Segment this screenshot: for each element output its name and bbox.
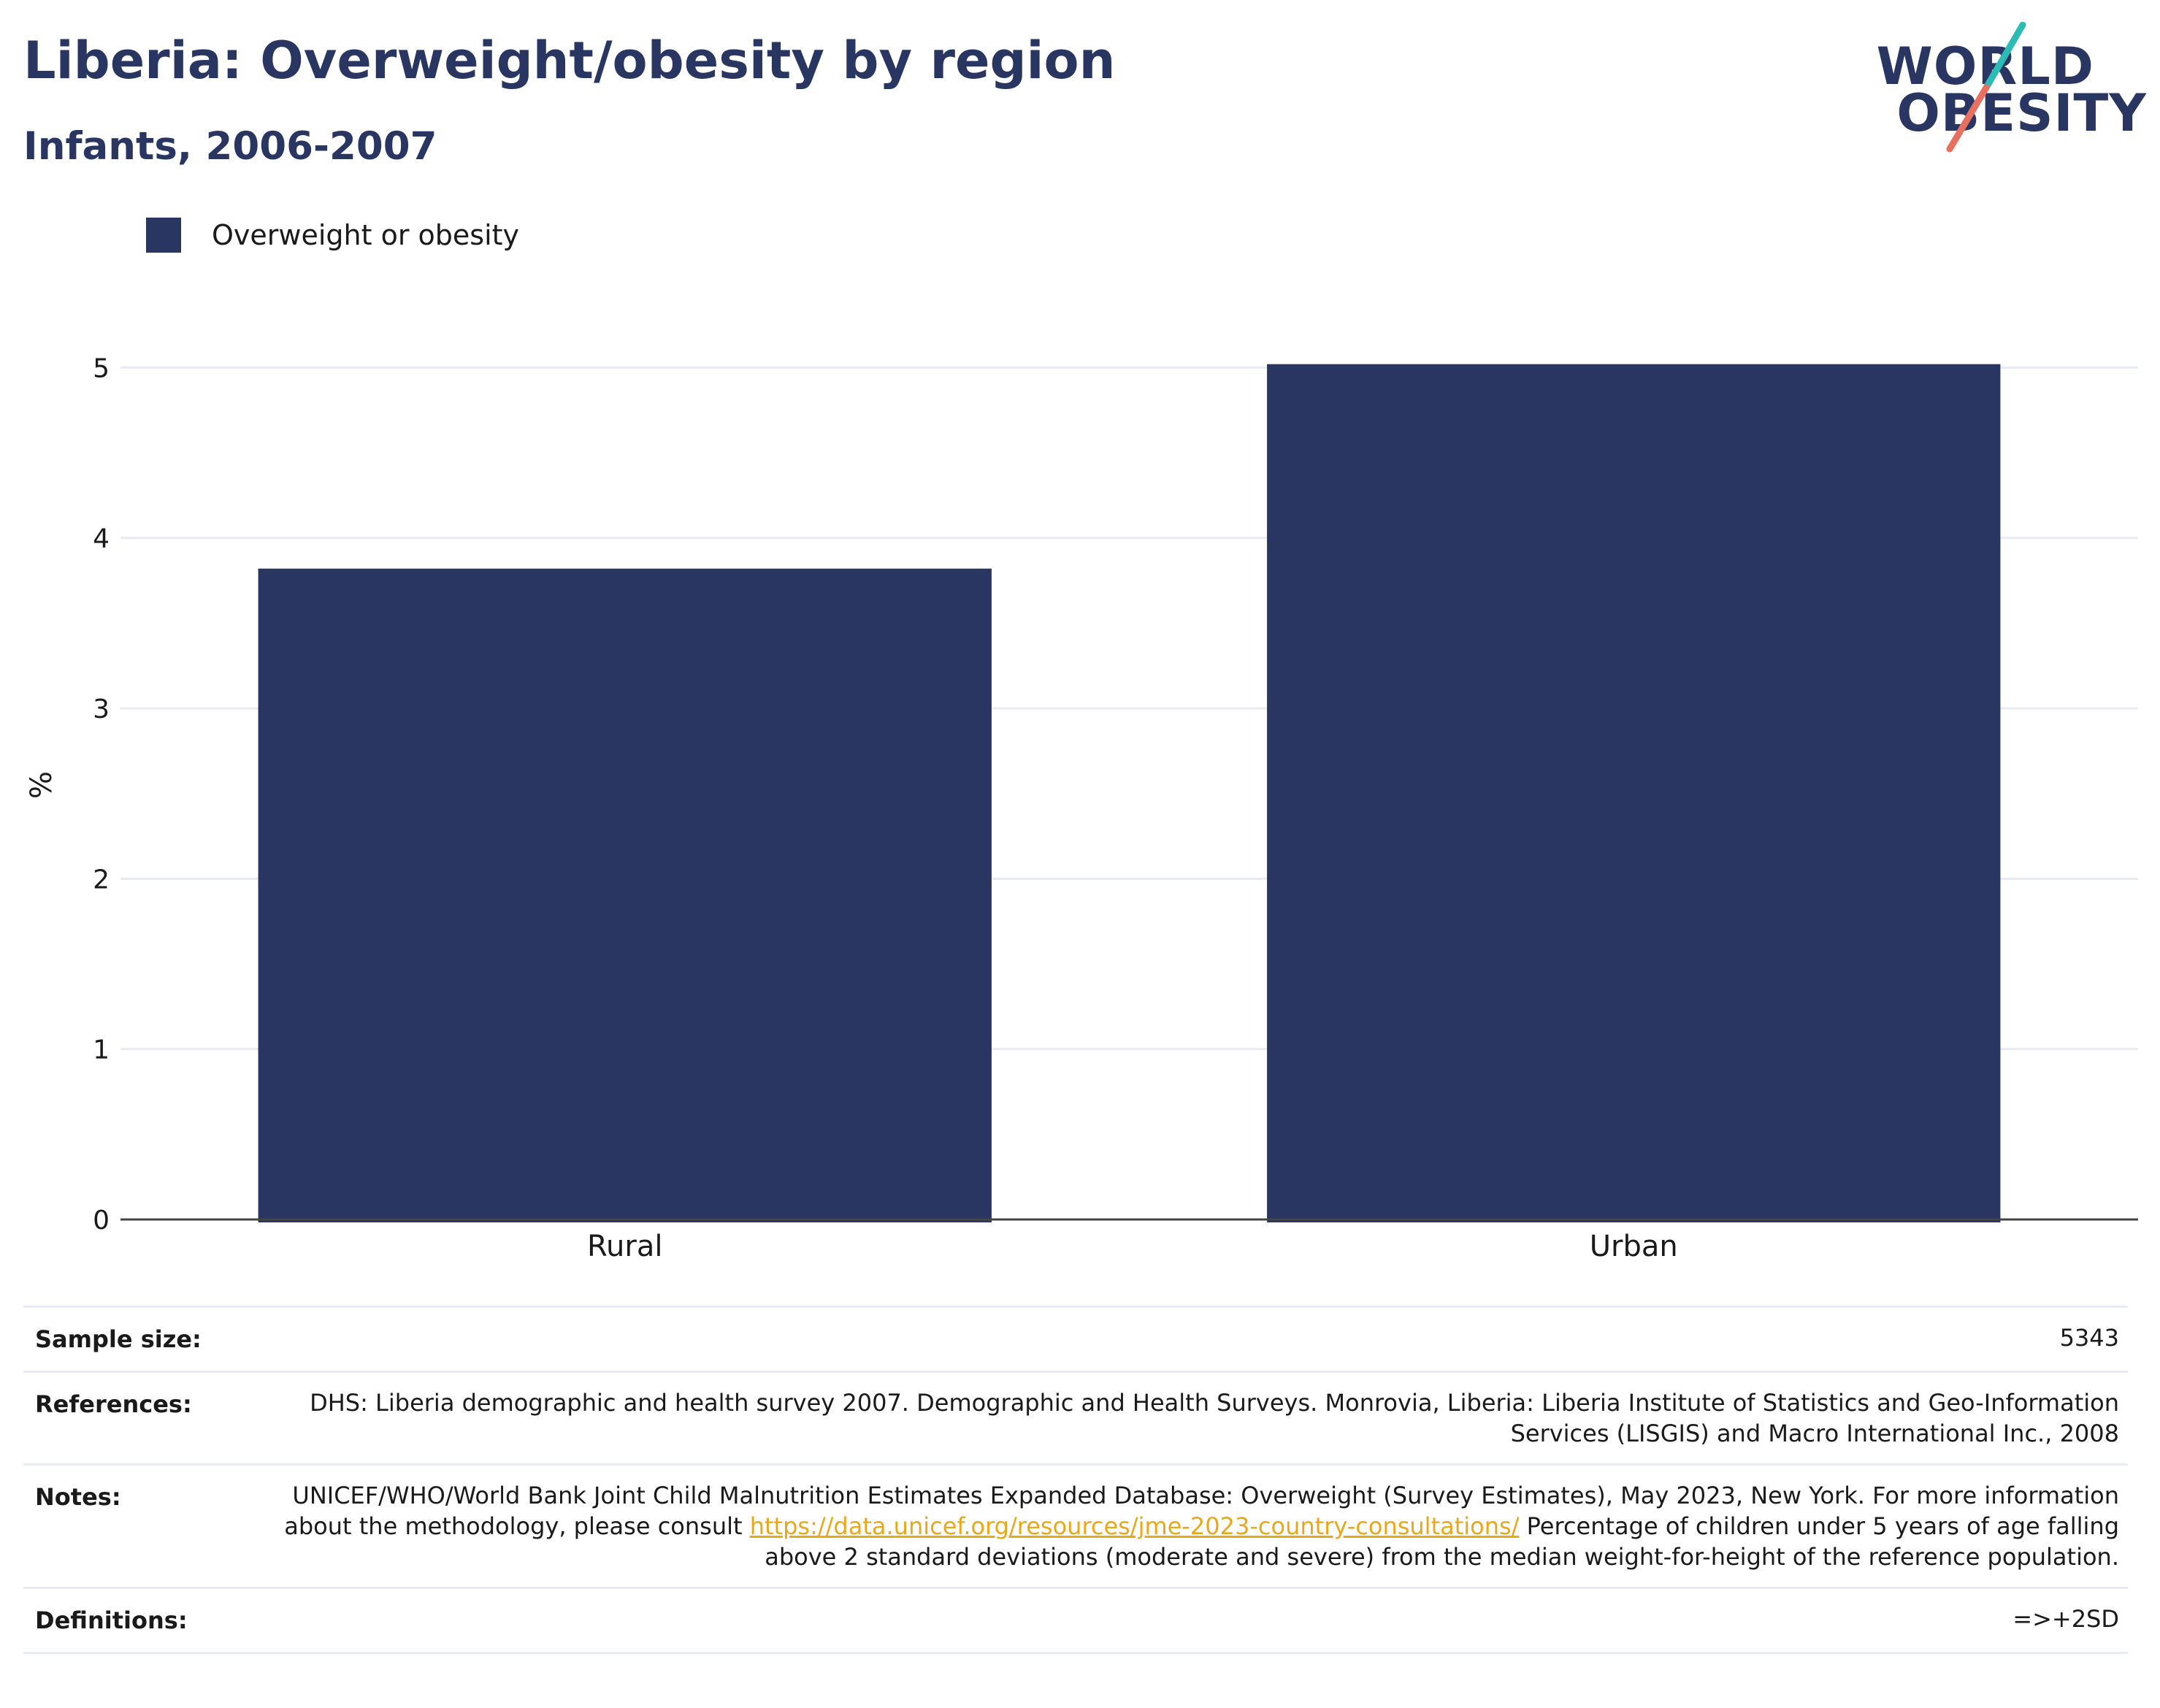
y-tick-label: 3 <box>93 694 110 724</box>
info-table: Sample size: 5343 References: DHS: Liber… <box>23 1306 2128 1654</box>
notes-link[interactable]: https://data.unicef.org/resources/jme-20… <box>749 1512 1520 1540</box>
bar-urban <box>1267 364 2001 1223</box>
y-tick-label: 5 <box>93 353 110 383</box>
y-tick-label: 2 <box>93 865 110 895</box>
sample-size-value: 5343 <box>2059 1324 2119 1352</box>
world-obesity-logo: WORLD OBESITY <box>1877 22 2147 153</box>
bar-chart: 0 1 2 3 4 5% Rural Urban <box>25 353 2138 1263</box>
logo-text-obesity: OBESITY <box>1896 83 2147 143</box>
info-row-definitions: Definitions: =>+2SD <box>23 1588 2128 1653</box>
info-row-references: References: DHS: Liberia demographic and… <box>23 1371 2128 1465</box>
legend-swatch <box>146 218 181 253</box>
definitions-label: Definitions: <box>35 1606 188 1634</box>
references-label: References: <box>35 1390 192 1418</box>
references-value: DHS: Liberia demographic and health surv… <box>310 1389 2119 1447</box>
logo-slash-bottom <box>1946 84 1990 153</box>
chart-subtitle: Infants, 2006-2007 <box>23 124 437 169</box>
y-tick-label: 1 <box>93 1035 110 1065</box>
sample-size-label: Sample size: <box>35 1325 202 1353</box>
logo-slash-icon <box>1946 22 2026 153</box>
y-tick-label: 4 <box>93 524 110 554</box>
chart-title: Liberia: Overweight/obesity by region <box>23 31 1116 91</box>
y-axis-title: % <box>25 771 58 799</box>
notes-text: UNICEF/WHO/World Bank Joint Child Malnut… <box>284 1482 2119 1540</box>
bar-rural <box>258 568 992 1222</box>
info-row-notes: Notes: UNICEF/WHO/World Bank Joint Child… <box>23 1464 2128 1588</box>
legend: Overweight or obesity <box>146 218 519 253</box>
y-tick-label: 0 <box>93 1206 110 1236</box>
legend-label: Overweight or obesity <box>212 219 520 251</box>
logo-slash-top <box>1983 22 2026 91</box>
x-tick-label: Rural <box>587 1230 662 1263</box>
notes-label: Notes: <box>35 1483 121 1511</box>
info-row-sample-size: Sample size: 5343 <box>23 1306 2128 1372</box>
definitions-value: =>+2SD <box>2012 1605 2119 1633</box>
x-tick-label: Urban <box>1590 1230 1678 1263</box>
notes-text-continued: Percentage of children under 5 years of … <box>765 1512 2119 1571</box>
notes-value: UNICEF/WHO/World Bank Joint Child Malnut… <box>266 1465 2128 1588</box>
